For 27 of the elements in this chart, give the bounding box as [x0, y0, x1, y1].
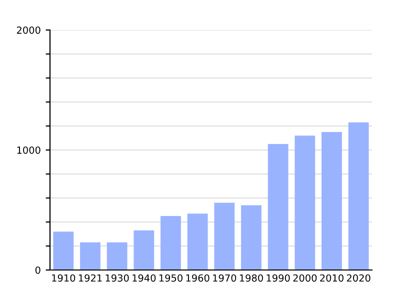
x-tick-label: 1970: [213, 274, 236, 282]
x-tick-label: 1930: [106, 274, 129, 282]
bar: [134, 230, 154, 270]
x-tick-label: 1960: [186, 274, 210, 282]
bar: [214, 202, 235, 270]
bar: [322, 132, 342, 270]
y-tick-label: 0: [35, 266, 40, 274]
x-tick-label: 1921: [78, 274, 102, 282]
bar: [53, 232, 74, 270]
bar: [241, 205, 262, 270]
bar: [268, 144, 288, 270]
x-tick-label: 1910: [52, 274, 76, 282]
x-tick-label: 1940: [132, 274, 156, 282]
bar: [80, 242, 100, 270]
x-tick-label: 1980: [240, 274, 263, 282]
bar: [294, 136, 316, 270]
x-tick-label: 2020: [346, 274, 370, 282]
y-tick-label: 2000: [16, 26, 40, 34]
bar: [348, 122, 369, 270]
bar: [106, 242, 128, 270]
y-tick-label: 1000: [17, 146, 40, 154]
x-tick-label: 1950: [159, 274, 182, 282]
x-tick-label: 1990: [266, 274, 290, 282]
bar: [187, 214, 208, 270]
bar: [160, 216, 181, 270]
x-tick-label: 2000: [293, 274, 317, 282]
x-tick-label: 2010: [320, 274, 344, 282]
